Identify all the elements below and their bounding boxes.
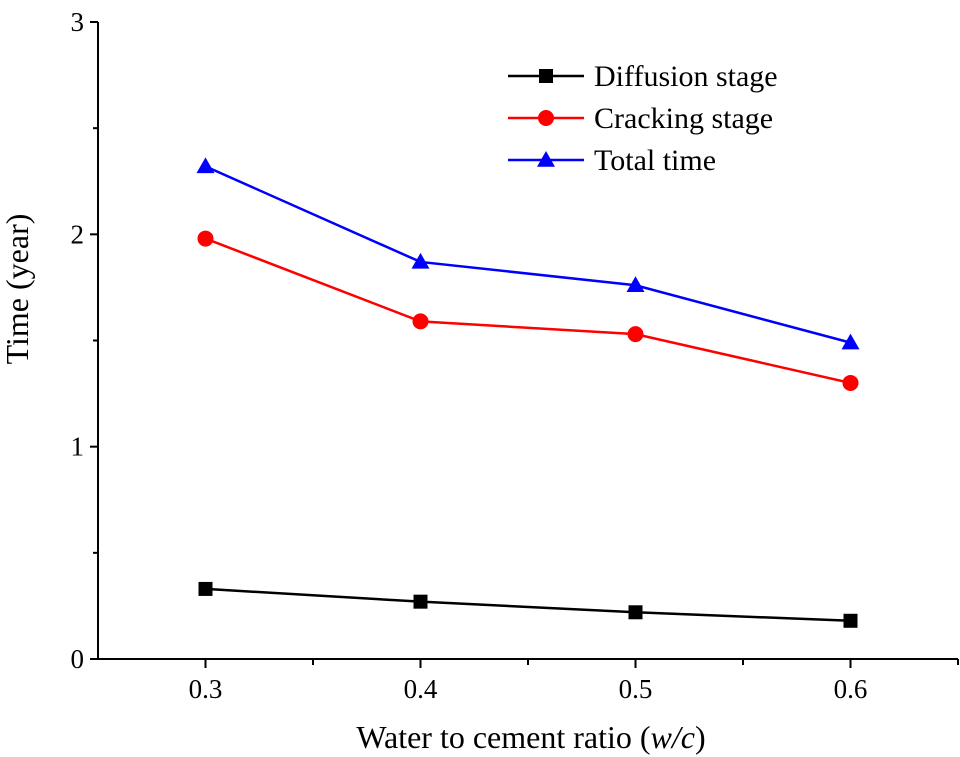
x-axis-label-text: Water to cement ratio ( [356, 719, 650, 755]
legend-item-cracking-stage: Cracking stage [508, 102, 773, 135]
marker-triangle [841, 333, 860, 350]
marker-square [628, 605, 643, 620]
ticks [90, 21, 959, 668]
series-total-time [196, 157, 860, 350]
y-tick-label: 0 [71, 644, 85, 674]
marker-circle [627, 326, 644, 343]
x-axis-label-close: ) [695, 719, 706, 755]
marker-triangle [626, 276, 645, 293]
series-diffusion-stage [198, 581, 858, 628]
legend-item-diffusion-stage: Diffusion stage [508, 60, 778, 93]
y-tick-label: 2 [71, 219, 85, 249]
series-line-cracking-stage [205, 237, 851, 385]
series-layer [196, 157, 860, 628]
marker-square [413, 594, 428, 609]
marker-square [198, 581, 213, 596]
marker-circle [412, 313, 429, 330]
series-cracking-stage [197, 230, 859, 391]
y-axis-label: Time (year) [0, 214, 35, 365]
legend: Diffusion stage Cracking stage Total time [508, 60, 778, 177]
series-line-diffusion-stage [205, 587, 851, 623]
legend-item-total-time: Total time [508, 144, 716, 177]
y-tick-label: 1 [71, 432, 85, 462]
tick-labels: 0 1 2 3 0.3 0.4 0.5 0.6 [71, 7, 868, 704]
x-axis-label: Water to cement ratio (w/c) [356, 719, 705, 755]
x-axis-label-variable: w/c [651, 719, 695, 755]
legend-label: Total time [594, 144, 716, 177]
series-line-total-time [204, 165, 851, 344]
x-tick-label: 0.6 [834, 674, 868, 704]
y-tick-label: 3 [71, 7, 85, 37]
marker-square [843, 613, 858, 628]
x-tick-label: 0.3 [189, 674, 223, 704]
marker-circle [842, 374, 859, 391]
legend-label: Cracking stage [594, 102, 773, 135]
marker-triangle [196, 157, 215, 174]
x-tick-label: 0.4 [404, 674, 438, 704]
legend-label: Diffusion stage [594, 60, 778, 93]
marker-circle [197, 230, 214, 247]
marker-circle [538, 110, 554, 126]
x-tick-label: 0.5 [619, 674, 653, 704]
marker-triangle [411, 252, 430, 269]
marker-square [539, 69, 553, 83]
marker-triangle [537, 151, 555, 167]
